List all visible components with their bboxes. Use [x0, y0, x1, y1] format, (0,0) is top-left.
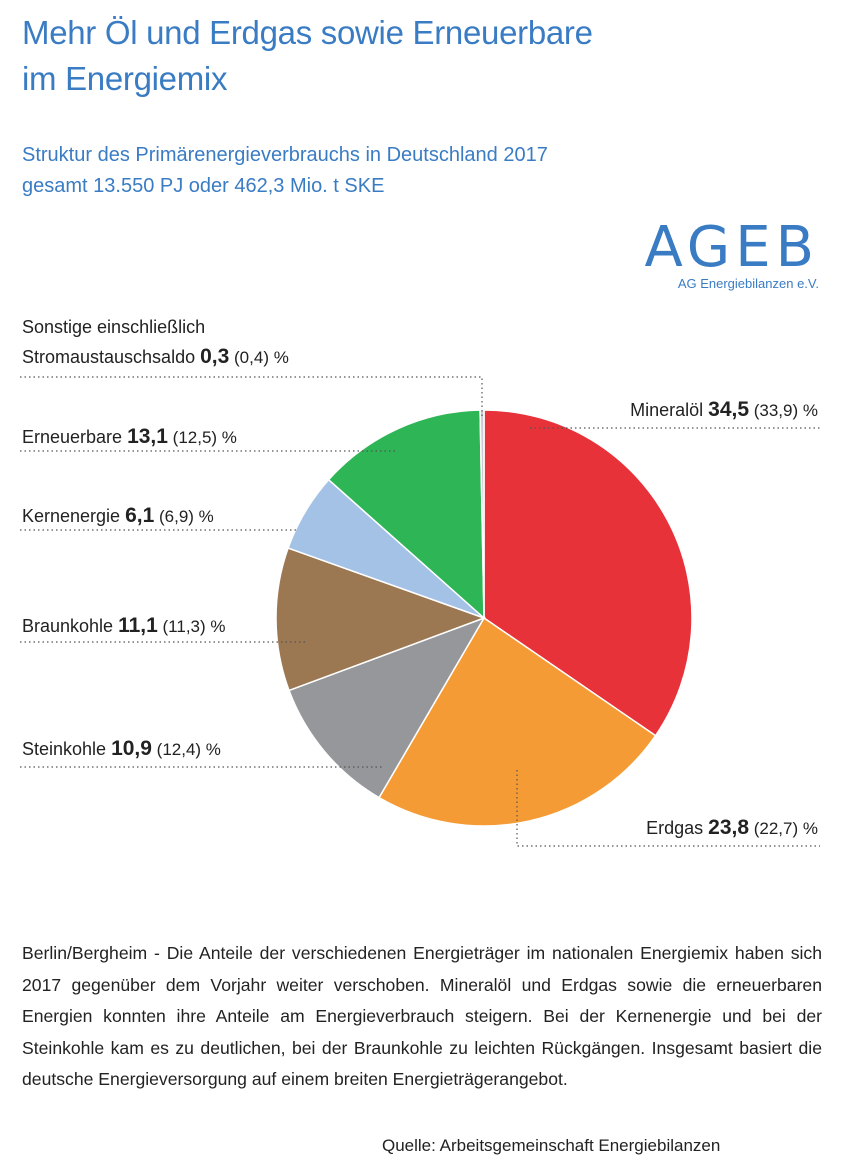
title-line-2: im Energiemix — [22, 60, 228, 97]
slice-label-previous: (12,5) % — [168, 428, 237, 447]
slice-label-erdgas: Erdgas 23,8 (22,7) % — [646, 816, 818, 839]
title-line-1: Mehr Öl und Erdgas sowie Erneuerbare — [22, 14, 593, 51]
slice-label-previous: (11,3) % — [158, 617, 226, 636]
slice-label-steinkohle: Steinkohle 10,9 (12,4) % — [22, 737, 221, 760]
article-text: Berlin/Bergheim - Die Anteile der versch… — [22, 943, 822, 1089]
slice-label-previous: (12,4) % — [152, 740, 221, 759]
slice-label-value: 23,8 — [708, 816, 749, 839]
leader-line-stromaustauschsaldo — [20, 376, 483, 418]
slice-label-previous: (6,9) % — [154, 507, 214, 526]
slice-label-name: Erneuerbare — [22, 427, 127, 447]
pie-slice-mineraloel — [483, 409, 693, 737]
slice-label-value: 6,1 — [125, 504, 155, 527]
slice-label-name: Erdgas — [646, 818, 708, 838]
slice-label-value: 34,5 — [708, 398, 749, 421]
slice-label-braunkohle: Braunkohle 11,1 (11,3) % — [22, 614, 226, 637]
slice-label-previous: (33,9) % — [749, 401, 818, 420]
logo-wordmark: AGEB — [644, 215, 819, 280]
chart-subtitle: Struktur des Primärenergieverbrauchs in … — [22, 140, 822, 202]
slice-label-value: 13,1 — [127, 425, 168, 448]
chart-title: Mehr Öl und Erdgas sowie Erneuerbare im … — [22, 10, 822, 102]
slice-label-name: Stromaustauschsaldo — [22, 347, 200, 367]
slice-label-previous: (0,4) % — [229, 348, 289, 367]
subtitle-line-2: gesamt 13.550 PJ oder 462,3 Mio. t SKE — [22, 175, 385, 197]
ageb-logo: AGEB AG Energiebilanzen e.V. — [644, 215, 819, 292]
pie-slice-steinkohle — [288, 616, 486, 799]
slice-label-name: Kernenergie — [22, 506, 125, 526]
source-note: Quelle: Arbeitsgemeinschaft Energiebilan… — [382, 1136, 721, 1155]
logo-tagline: AG Energiebilanzen e.V. — [677, 276, 819, 291]
pie-slice-erneuerbare — [327, 409, 485, 620]
slice-label-kernenergie: Kernenergie 6,1 (6,9) % — [22, 504, 214, 527]
slice-label-name: Steinkohle — [22, 739, 111, 759]
slice-label-value: 10,9 — [111, 737, 152, 760]
pie-slice-erdgas — [378, 616, 657, 827]
slice-label-name: Braunkohle — [22, 616, 118, 636]
pie-slice-braunkohle — [275, 547, 487, 692]
slice-label-value: 11,1 — [118, 614, 158, 637]
subtitle-line-1: Struktur des Primärenergieverbrauchs in … — [22, 144, 548, 166]
slice-label-erneuerbare: Erneuerbare 13,1 (12,5) % — [22, 425, 237, 448]
slice-label-value: 0,3 — [200, 345, 229, 368]
slice-label-name: Mineralöl — [630, 400, 708, 420]
slice-label-line1-stromaustauschsaldo: Sonstige einschließlich — [22, 317, 205, 337]
slice-label-mineraloel: Mineralöl 34,5 (33,9) % — [630, 398, 818, 421]
slice-label-previous: (22,7) % — [749, 819, 818, 838]
slice-label-stromaustauschsaldo: Stromaustauschsaldo 0,3 (0,4) % — [22, 345, 289, 368]
pie-chart: Mineralöl 34,5 (33,9) % Erdgas 23,8 (22,7… — [20, 317, 820, 847]
